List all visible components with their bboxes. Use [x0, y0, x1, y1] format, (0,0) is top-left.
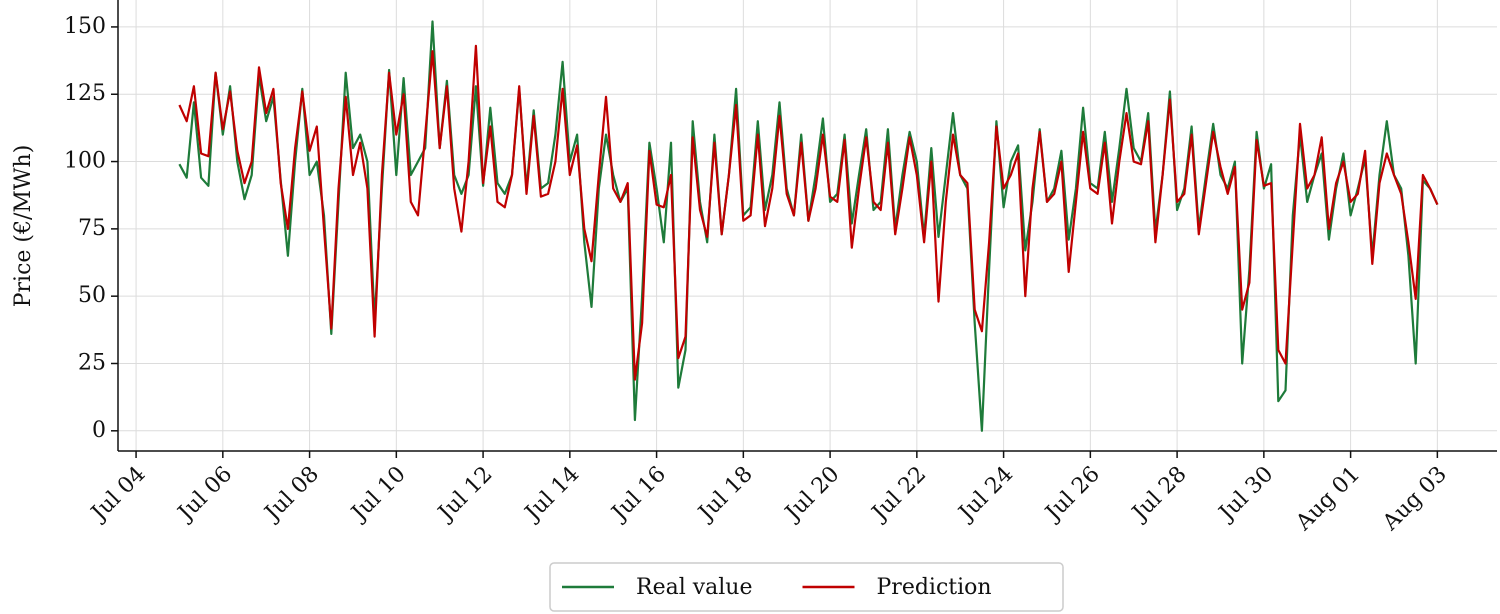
x-tick-label: Aug 03	[1377, 462, 1451, 536]
y-tick-label: 50	[78, 283, 106, 308]
y-tick-label: 125	[64, 81, 106, 106]
x-tick-label: Jul 06	[172, 462, 237, 527]
series-line	[178, 44, 1439, 381]
x-tick-label: Jul 20	[780, 462, 845, 527]
x-tick-label: Jul 22	[866, 462, 931, 527]
x-tick-label: Jul 16	[606, 462, 671, 527]
x-tick-label: Jul 18	[693, 462, 758, 527]
x-tick-label: Aug 01	[1291, 462, 1365, 536]
x-tick-label: Jul 14	[519, 462, 584, 527]
x-tick-label: Jul 26	[1040, 462, 1105, 527]
y-tick-label: 0	[92, 418, 106, 443]
y-tick-label: 150	[64, 14, 106, 39]
series-line	[178, 20, 1439, 432]
x-tick-label: Jul 30	[1213, 462, 1278, 527]
x-tick-label: Jul 28	[1127, 462, 1192, 527]
y-tick-label: 100	[64, 149, 106, 174]
x-tick-label: Jul 12	[433, 462, 498, 527]
y-axis-label: Price (€/MWh)	[11, 145, 36, 308]
legend-label: Real value	[636, 575, 753, 600]
y-tick-label: 25	[78, 350, 106, 375]
x-tick-label: Jul 08	[259, 462, 324, 527]
y-tick-label: 75	[78, 216, 106, 241]
x-tick-label: Jul 24	[953, 462, 1018, 527]
legend: Real value Prediction	[549, 562, 1064, 612]
x-tick-label: Jul 10	[346, 462, 411, 527]
legend-label: Prediction	[877, 575, 992, 600]
x-tick-label: Jul 04	[85, 462, 150, 527]
